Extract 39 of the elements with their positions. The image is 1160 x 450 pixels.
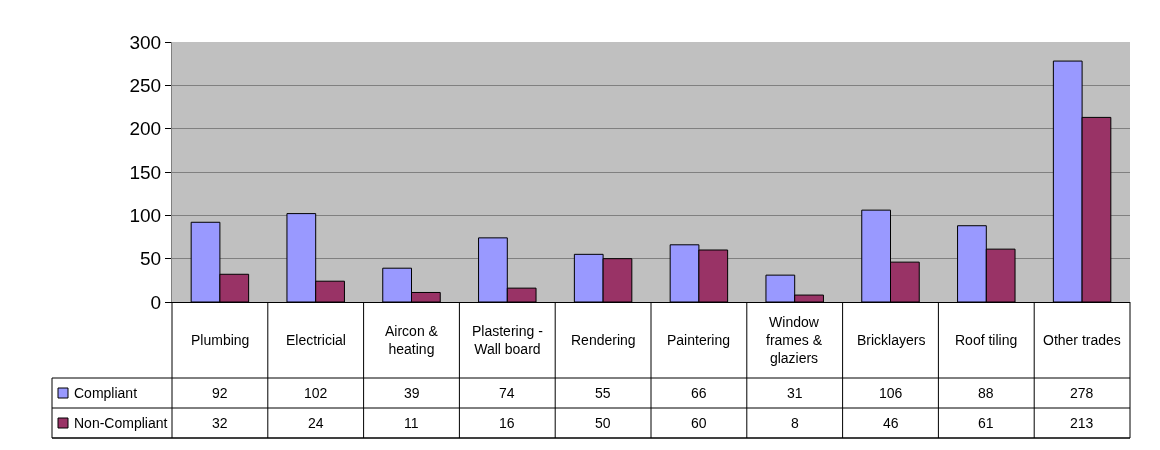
- data-label: 32: [212, 415, 228, 431]
- y-tick-label: 300: [129, 31, 162, 53]
- data-label: 102: [304, 385, 328, 401]
- x-tick-label: Window frames & glaziers: [766, 314, 823, 367]
- data-label: 66: [691, 385, 707, 401]
- x-tick-label: Plumbing: [191, 332, 250, 348]
- x-tick-label: Rendering: [571, 332, 636, 348]
- data-label: 213: [1070, 415, 1094, 431]
- x-tick-label: Electricial: [286, 332, 346, 348]
- legend-label: Non-Compliant: [74, 415, 168, 431]
- x-tick-label: Aircon & heating: [385, 323, 439, 358]
- y-tick-label: 100: [129, 204, 162, 226]
- data-label: 31: [787, 385, 803, 401]
- data-label: 74: [499, 385, 515, 401]
- data-label: 60: [691, 415, 707, 431]
- data-label: 39: [404, 385, 420, 401]
- y-tick-label: 200: [129, 118, 162, 140]
- data-label: 61: [978, 415, 994, 431]
- data-label: 8: [791, 415, 799, 431]
- y-tick-label: 150: [129, 161, 162, 183]
- x-tick-label: Paintering: [667, 332, 731, 348]
- data-label: 50: [595, 415, 611, 431]
- data-label: 11: [404, 415, 419, 431]
- data-label: 88: [978, 385, 994, 401]
- y-tick-label: 50: [140, 248, 162, 270]
- data-label: 16: [499, 415, 515, 431]
- x-tick-label: Roof tiling: [955, 332, 1018, 348]
- x-tick-label: Bricklayers: [857, 332, 926, 348]
- x-tick-label: Other trades: [1043, 332, 1121, 348]
- legend-label: Compliant: [74, 385, 138, 401]
- data-label: 106: [879, 385, 903, 401]
- data-label: 46: [883, 415, 899, 431]
- x-tick-label: Plastering - Wall board: [472, 323, 544, 358]
- data-label: 55: [595, 385, 611, 401]
- y-tick-label: 0: [150, 291, 162, 313]
- data-label: 278: [1070, 385, 1094, 401]
- data-label: 24: [308, 415, 324, 431]
- y-tick-label: 250: [129, 74, 162, 96]
- data-label: 92: [212, 385, 228, 401]
